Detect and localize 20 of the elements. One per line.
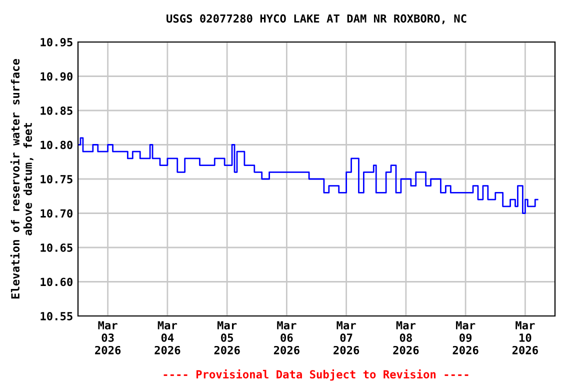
x-tick-label: Mar 04 2026: [154, 321, 180, 354]
y-tick-label: 10.85: [40, 106, 72, 115]
x-tick-label: Mar 10 2026: [512, 321, 538, 354]
y-tick-label: 10.80: [40, 140, 72, 150]
y-tick-label: 10.95: [40, 38, 72, 46]
y-tick-label: 10.65: [40, 243, 72, 252]
y-tick-label: 10.70: [40, 209, 72, 218]
x-tick-label: Mar 08 2026: [393, 321, 419, 354]
y-axis-title: Elevation of reservoir water surface above datum, feet: [10, 59, 34, 298]
text: ---- Provisional Data Subject to Revision ----: [164, 369, 468, 381]
y-tick-label: 10.75: [40, 174, 72, 184]
y-tick-label: 10.90: [40, 72, 72, 81]
x-tick-label: Mar 05 2026: [214, 321, 240, 354]
x-tick-label: Mar 09 2026: [452, 321, 478, 354]
y-tick-label: 10.55: [40, 312, 72, 320]
x-tick-label: Mar 03 2026: [95, 321, 121, 354]
x-tick-label: Mar 06 2026: [274, 321, 300, 354]
chart-title: USGS 02077280 HYCO LAKE AT DAM NR ROXBORO, NC: [166, 14, 466, 24]
x-tick-label: Mar 07 2026: [334, 321, 360, 354]
y-tick-label: 10.60: [40, 278, 72, 286]
